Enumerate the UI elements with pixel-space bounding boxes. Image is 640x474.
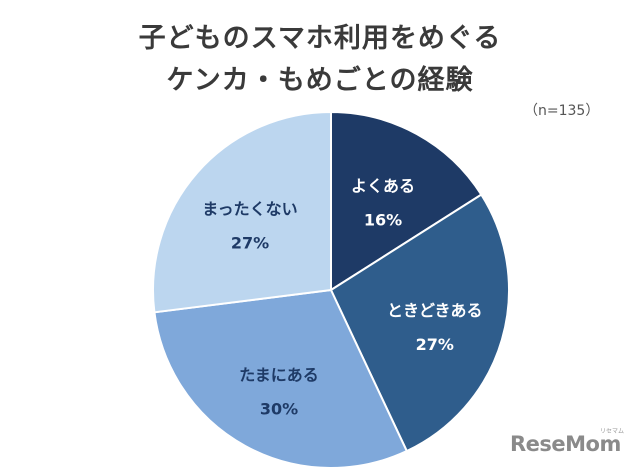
pie-slice-value-3: 27% xyxy=(231,234,269,253)
sample-size-note: （n=135） xyxy=(524,103,600,119)
pie-slice-value-2: 30% xyxy=(260,400,298,419)
pie-slice-2 xyxy=(153,288,409,469)
pie-slice-label-2: たまにある xyxy=(239,366,319,385)
pie-slice-3 xyxy=(152,110,332,314)
pie-slice-0 xyxy=(330,110,483,292)
resemom-logo: ReseMom xyxy=(510,432,621,456)
resemom-logo-kana: リセマム xyxy=(600,428,625,435)
pie-slice-1 xyxy=(329,193,510,453)
chart-title-line-1: 子どものスマホ利用をめぐる xyxy=(138,23,502,54)
pie-slice-value-1: 27% xyxy=(416,335,454,354)
pie-slice-label-3: まったくない xyxy=(202,200,297,219)
pie-slice-label-1: ときどきある xyxy=(387,301,483,320)
chart-title-line-2: ケンカ・もめごとの経験 xyxy=(166,65,474,96)
pie-slice-label-0: よくある xyxy=(351,176,415,195)
pie-slice-value-0: 16% xyxy=(364,210,402,229)
